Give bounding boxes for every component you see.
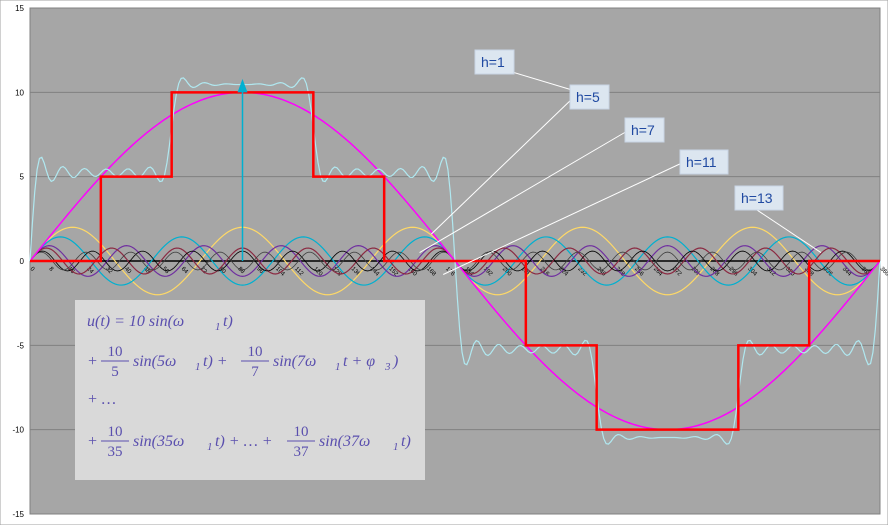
svg-text:5: 5 (111, 364, 119, 380)
svg-text:sin(37ω: sin(37ω (319, 433, 370, 450)
fourier-chart: -15-10-505101508162432404856647280889610… (0, 0, 888, 525)
svg-text:t): t) (401, 433, 411, 450)
svg-text:10: 10 (294, 424, 309, 440)
y-tick-label: -5 (17, 341, 25, 350)
chart-container: -15-10-505101508162432404856647280889610… (0, 0, 888, 525)
svg-text:1: 1 (335, 361, 341, 373)
svg-text:+: + (87, 433, 98, 450)
svg-text:sin(7ω: sin(7ω (273, 353, 316, 370)
svg-text:10: 10 (108, 344, 123, 360)
harmonic-label: h=11 (686, 154, 717, 170)
svg-text:1: 1 (195, 361, 201, 373)
svg-text:t) +: t) + (203, 353, 228, 370)
svg-text:+ …: + … (87, 391, 116, 408)
y-tick-label: 5 (20, 173, 25, 182)
harmonic-label: h=1 (481, 54, 505, 70)
svg-text:t): t) (223, 313, 233, 330)
svg-text:t) + … +: t) + … + (215, 433, 273, 450)
harmonic-label: h=13 (741, 190, 773, 206)
svg-text:t + φ: t + φ (343, 353, 375, 370)
y-tick-label: 10 (15, 88, 24, 97)
svg-text:1: 1 (207, 441, 213, 453)
y-tick-label: -10 (12, 426, 24, 435)
svg-text:1: 1 (393, 441, 399, 453)
svg-text:sin(5ω: sin(5ω (133, 353, 176, 370)
svg-text:): ) (392, 353, 398, 370)
y-tick-label: 0 (20, 257, 25, 266)
y-tick-label: 15 (15, 4, 24, 13)
svg-text:10: 10 (248, 344, 263, 360)
svg-text:10: 10 (108, 424, 123, 440)
svg-text:3: 3 (384, 361, 391, 373)
svg-text:sin(35ω: sin(35ω (133, 433, 184, 450)
svg-text:+: + (87, 353, 98, 370)
svg-text:1: 1 (215, 321, 221, 333)
svg-text:35: 35 (108, 444, 123, 460)
svg-text:u(t) = 10 sin(ω: u(t) = 10 sin(ω (87, 313, 184, 330)
y-tick-label: -15 (12, 510, 24, 519)
harmonic-label: h=7 (631, 122, 655, 138)
svg-text:37: 37 (294, 444, 310, 460)
svg-text:7: 7 (251, 364, 259, 380)
harmonic-label: h=5 (576, 89, 600, 105)
